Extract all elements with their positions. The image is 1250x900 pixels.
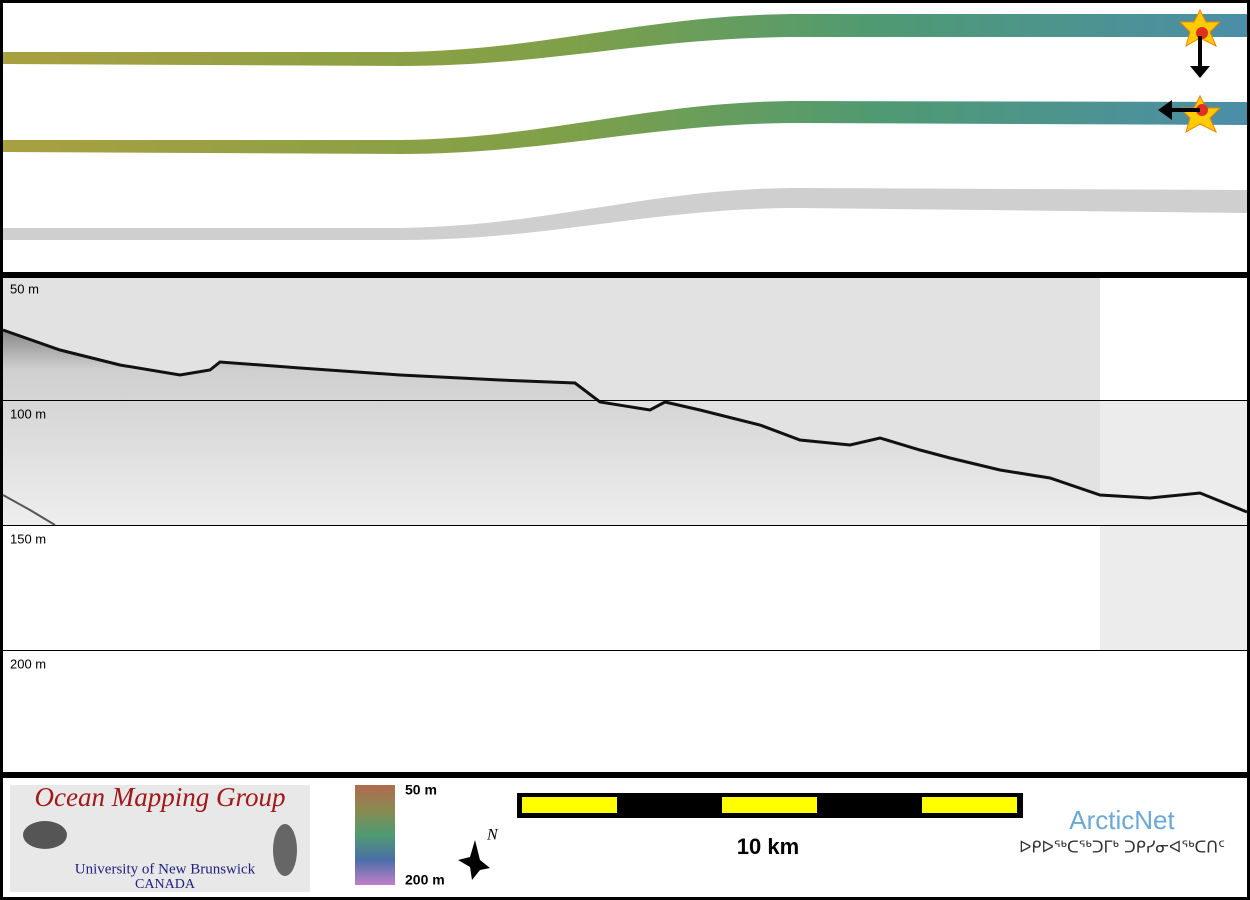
- depth-label: 50 m: [10, 281, 39, 296]
- seabed-line: [2, 328, 1248, 514]
- swath-bathymetry: [3, 101, 1247, 154]
- colorbar-label: 50 m: [405, 782, 437, 798]
- logo-university: University of New Brunswick: [75, 861, 256, 877]
- depth-label: 150 m: [10, 531, 46, 546]
- north-label: N: [486, 827, 499, 844]
- partner-syllabics: ᐅᑭᐅᖅᑕᖅᑐᒥᒃ ᑐᑭᓯᓂᐊᖅᑕᑎᑦ: [1019, 838, 1225, 857]
- depth-label: 200 m: [10, 656, 46, 671]
- depth-grid: [3, 400, 1247, 651]
- depth-label: 100 m: [10, 406, 46, 421]
- north-arrow: [458, 840, 490, 880]
- logo-title: Ocean Mapping Group: [35, 782, 286, 812]
- logo-fish: [273, 824, 297, 876]
- scale-bar-segment: [722, 797, 817, 813]
- colorbar-label: 200 m: [405, 872, 445, 888]
- scale-bar-segment: [522, 797, 617, 813]
- seabed: [3, 330, 1247, 525]
- multiple-echo: [2, 494, 56, 526]
- swath-backscatter: [3, 188, 1247, 240]
- scale-label: 10 km: [737, 834, 799, 859]
- partner-name: ArcticNet: [1069, 805, 1175, 835]
- logo-fish: [23, 821, 67, 849]
- swath-bathymetry: [3, 14, 1247, 66]
- ship-markers: [1158, 8, 1222, 134]
- scale-bar-segment: [922, 797, 1017, 813]
- logo-country: CANADA: [135, 877, 196, 892]
- colorbar: [355, 785, 395, 885]
